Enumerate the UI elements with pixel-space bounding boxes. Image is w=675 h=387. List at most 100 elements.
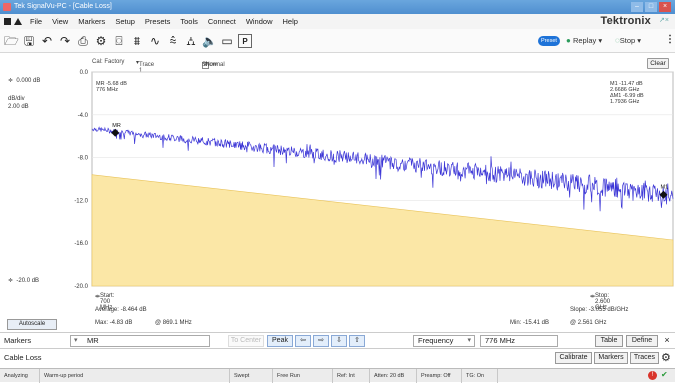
restore-icon[interactable]: ↗×	[659, 17, 669, 24]
marker-toolbar: Markers ▾ MR To Center Peak ⇦ ⇨ ⇩ ⇧ Frequ…	[0, 332, 675, 348]
amplitude-icon[interactable]: ⩩	[133, 34, 141, 48]
preset-button[interactable]: Preset	[538, 36, 560, 46]
menu-help[interactable]: Help	[282, 17, 298, 26]
app-icon	[3, 3, 11, 11]
replay-button[interactable]: ● Replay ▾	[566, 36, 603, 45]
min-value: Min: -15.41 dB	[510, 320, 550, 326]
save-icon[interactable]: 🖫	[23, 34, 35, 48]
chevron-down-icon: ▾	[467, 337, 471, 344]
clear-button[interactable]: Clear	[647, 58, 669, 69]
menu-view[interactable]: View	[52, 17, 69, 26]
left-panel: ≑ 0.000 dB dB/div 2.00 dB ≑ -20.0 dB	[0, 68, 60, 320]
stop-freq-value: Stop: 2.600 GHz	[595, 293, 611, 311]
open-folder-icon[interactable]: 🗁	[4, 34, 19, 48]
limit-area	[91, 174, 674, 287]
trace-icon[interactable]: ∿	[149, 34, 161, 48]
stop-square-icon[interactable]	[4, 18, 11, 25]
marker-select[interactable]: ▾ MR	[70, 335, 210, 347]
start-freq[interactable]: ⇹ Start: 700 MHz	[95, 293, 115, 311]
error-icon[interactable]: !	[648, 371, 657, 380]
traces-button[interactable]: Traces	[630, 352, 659, 364]
menu-tools[interactable]: Tools	[180, 17, 198, 26]
calibrate-button[interactable]: Calibrate	[555, 352, 592, 364]
mr-readout-line1: MR -5.68 dB	[96, 81, 127, 87]
m1-readout-line1: M1 -11.47 dB	[610, 81, 643, 87]
y-tick-label: -4.0	[78, 113, 89, 119]
menu-markers[interactable]: Markers	[78, 17, 106, 26]
analysis-icon[interactable]: ⛼	[186, 34, 196, 48]
more-options-icon[interactable]: ⋮	[665, 34, 675, 45]
start-freq-value: Start: 700 MHz	[100, 293, 115, 311]
acquire-icon[interactable]: ⩯	[169, 34, 177, 48]
trace-line	[91, 126, 674, 212]
y-tick-label: -8.0	[78, 156, 89, 162]
connection-ok-icon: ✔	[661, 370, 668, 379]
peak-right-button[interactable]: ⇨	[313, 335, 329, 347]
peak-up-button[interactable]: ⇧	[349, 335, 365, 347]
status-preamp[interactable]: Preamp: Off	[417, 369, 462, 383]
menu-file[interactable]: File	[30, 17, 43, 26]
tune-icon[interactable]: ⌼	[115, 34, 123, 48]
stop-button[interactable]: ◌Stop ▾	[615, 36, 642, 45]
status-trigger[interactable]: Free Run	[273, 369, 333, 383]
stop-label: Stop	[619, 36, 636, 45]
print-icon[interactable]: ⎙	[78, 34, 88, 48]
status-atten[interactable]: Atten: 20 dB	[370, 369, 417, 383]
readout-mode-select[interactable]: Frequency ▾	[413, 335, 475, 347]
m1-readout-line3: ΔM1 -6.99 dB	[610, 93, 644, 99]
gear-icon[interactable]: ⚙	[661, 352, 671, 364]
autoscale-button[interactable]: Autoscale	[7, 319, 57, 330]
scale-per-div[interactable]: dB/div 2.00 dB	[8, 95, 29, 111]
to-center-button[interactable]: To Center	[228, 335, 264, 347]
toolbar: 🗁 🖫 ↶ ↷ ⎙ ⚙ ⌼ ⩩ ∿ ⩯ ⛼ 🔈 ▭ P Preset ● Rep…	[0, 29, 675, 53]
bottom-level-value: -20.0 dB	[16, 278, 40, 284]
brand-logo: Tektronix	[600, 15, 651, 27]
menu-setup[interactable]: Setup	[115, 17, 135, 26]
replay-dot-icon: ●	[566, 36, 571, 45]
menu-bar: File View Markers Setup Presets Tools Co…	[0, 14, 675, 29]
presets-p-icon[interactable]: P	[238, 34, 252, 48]
marker-m1-tag: M1	[661, 185, 669, 191]
status-tg[interactable]: TG: On	[462, 369, 498, 383]
run-triangle-icon[interactable]	[14, 18, 22, 25]
maximize-button[interactable]: □	[645, 2, 657, 12]
trace-selector[interactable]: ▾ Trace 1	[136, 60, 155, 74]
redo-icon[interactable]: ↷	[59, 34, 71, 48]
status-swept[interactable]: Swept	[230, 369, 273, 383]
chevron-down-icon: ▾	[74, 337, 78, 344]
markers-button[interactable]: Markers	[594, 352, 628, 364]
measurement-toolbar: Cable Loss Calibrate Markers Traces ⚙	[0, 348, 675, 365]
status-ref[interactable]: Ref: Int	[333, 369, 370, 383]
peak-left-button[interactable]: ⇦	[295, 335, 311, 347]
peak-down-button[interactable]: ⇩	[331, 335, 347, 347]
minimize-button[interactable]: –	[631, 2, 643, 12]
y-tick-label: -16.0	[74, 241, 88, 247]
table-button[interactable]: Table	[595, 335, 623, 347]
menu-window[interactable]: Window	[245, 17, 273, 26]
show-checkbox[interactable]: ✓ Show Normal	[202, 59, 225, 69]
close-window-button[interactable]: ×	[659, 2, 671, 12]
settings-icon[interactable]: ⚙	[95, 34, 107, 48]
marker-m1-diamond[interactable]	[659, 190, 668, 199]
peak-button[interactable]: Peak	[267, 335, 293, 347]
audio-icon[interactable]: 🔈	[202, 34, 217, 48]
cable-loss-plot[interactable]: 0.0 -4.0 -8.0 -12.0 -16.0 -20.0 MR M1 MR -5.68…	[62, 68, 675, 288]
bottom-info: ⇹ Start: 700 MHz ⇹ Stop: 2.600 GHz Avera…	[0, 291, 675, 331]
close-marker-bar-icon[interactable]: ×	[664, 335, 670, 345]
ref-level[interactable]: ≑ 0.000 dB	[8, 78, 41, 84]
bottom-level[interactable]: ≑ -20.0 dB	[8, 278, 40, 284]
measurement-name: Cable Loss	[4, 353, 42, 362]
y-tick-label: -20.0	[74, 284, 88, 288]
marker-mr-diamond[interactable]	[111, 128, 120, 137]
define-button[interactable]: Define	[626, 335, 658, 347]
menu-presets[interactable]: Presets	[144, 17, 171, 26]
status-warmup: Warm-up period	[40, 369, 230, 383]
stop-freq[interactable]: ⇹ Stop: 2.600 GHz	[590, 293, 611, 311]
undo-icon[interactable]: ↶	[41, 34, 53, 48]
y-tick-label: 0.0	[80, 70, 89, 76]
average-value: Average: -8.464 dB	[95, 307, 147, 313]
menu-connect[interactable]: Connect	[207, 17, 236, 26]
record-icon[interactable]: ▭	[221, 34, 233, 48]
marker-frequency-input[interactable]: 776 MHz	[480, 335, 558, 347]
show-mode: Normal	[205, 62, 225, 68]
